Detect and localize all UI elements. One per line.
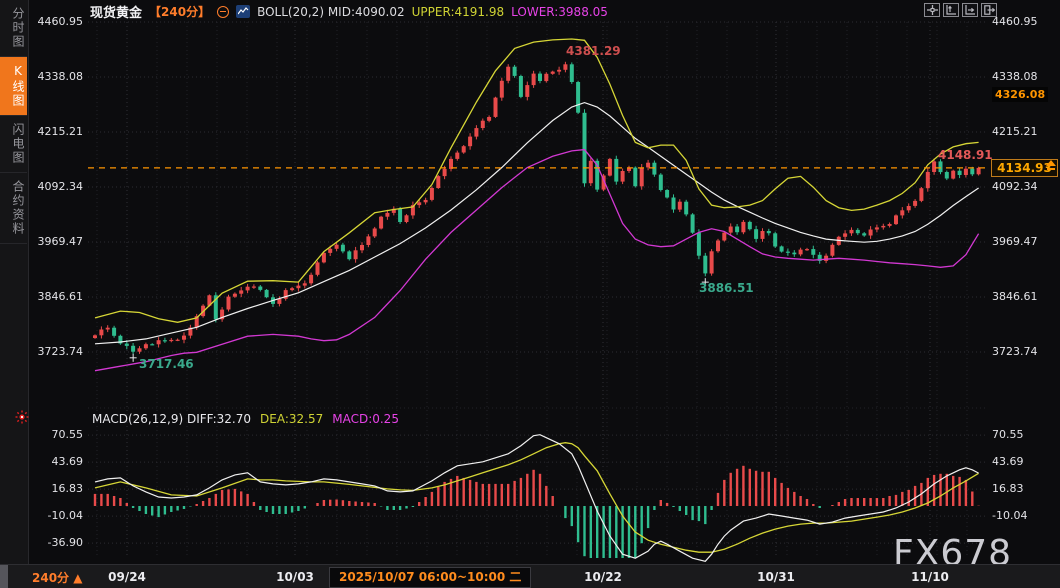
period-selector-button[interactable]: 240分 ▲ [32, 571, 83, 585]
price-axis-label-left: 3846.61 [37, 290, 84, 303]
price-axis-label-right: 3969.47 [992, 235, 1038, 248]
price-axis-label-left: 4092.34 [37, 180, 84, 193]
macd-axis-label-left: -36.90 [47, 536, 83, 550]
boll-mid-label: BOLL(20,2) MID:4090.02 [257, 4, 405, 19]
macd-diff-line [94, 434, 979, 562]
chart-toolbar [924, 3, 997, 17]
macd-histogram-layer [93, 465, 980, 558]
price-axis-label-left: 4338.08 [37, 70, 84, 83]
crosshair-icon[interactable] [924, 3, 940, 17]
price-axis-label-left: 4215.21 [37, 125, 84, 138]
sidebar-tab-flash[interactable]: 闪电图 [0, 116, 27, 173]
price-axis-label-right: 4092.34 [992, 180, 1038, 193]
macd-axis-label-left: -10.04 [47, 509, 83, 523]
date-axis-label: 10/03 [276, 570, 314, 584]
pan-right-icon[interactable] [981, 3, 997, 17]
circle-minus-icon[interactable] [217, 5, 230, 18]
macd-axis-label-right: -10.04 [992, 509, 1028, 523]
symbol-name: 现货黄金 [90, 6, 143, 21]
macd-axis-label-left: 16.83 [51, 482, 84, 496]
boll-lower-line [94, 148, 980, 372]
right-axis-extra-label: 4326.08 [992, 87, 1049, 102]
price-axis-label-right: 3846.61 [992, 290, 1038, 303]
time-axis-bar: 240分 ▲ 2025/10/07 06:00~10:00 二 09/24 10/… [0, 564, 1060, 588]
boll-lower-label: LOWER:3988.05 [511, 4, 608, 19]
price-annotation: 4381.29 [566, 44, 621, 58]
price-axis-label-left: 4460.95 [37, 14, 84, 28]
price-axis-label-right: 4215.21 [992, 125, 1038, 138]
boll-mid-line [94, 101, 979, 345]
date-axis-label: 09/24 [108, 570, 146, 584]
hover-time-tooltip: 2025/10/07 06:00~10:00 二 [329, 567, 532, 588]
sidebar-tab-timeline[interactable]: 分时图 [0, 0, 27, 57]
macd-diff-label: MACD(26,12,9) DIFF:32.70 [92, 412, 251, 426]
axis-zoom-out-icon[interactable] [962, 3, 978, 17]
alarm-icon[interactable] [15, 409, 29, 428]
candles-layer [93, 61, 981, 355]
macd-axis-label-right: 43.69 [992, 455, 1024, 469]
sidebar-tab-kline[interactable]: K线图 [0, 57, 27, 116]
latest-bar-marker-base [1047, 168, 1055, 170]
sidebar: 分时图 K线图 闪电图 合约资料 [0, 0, 29, 588]
price-annotation: 3717.46 [139, 357, 194, 371]
price-axis-label-left: 3969.47 [37, 235, 84, 248]
macd-axis-label-left: 70.55 [51, 428, 84, 442]
axis-zoom-in-icon[interactable] [943, 3, 959, 17]
macd-axis-label-left: 43.69 [51, 455, 84, 469]
macd-dea-label: DEA:32.57 [260, 412, 324, 426]
price-axis-label-right: 3723.74 [992, 345, 1038, 358]
price-annotation: 3886.51 [699, 281, 754, 295]
macd-header: MACD(26,12,9) DIFF:32.70 DEA:32.57 MACD:… [92, 412, 399, 426]
date-axis-label: 10/31 [757, 570, 795, 584]
price-axis-label-right: 4460.95 [992, 14, 1038, 28]
boll-upper-line [94, 38, 979, 323]
current-price-tag: 4134.93 [991, 159, 1058, 177]
boll-upper-label: UPPER:4191.98 [411, 4, 505, 19]
price-axis-label-left: 3723.74 [37, 345, 84, 358]
price-annotation: 4148.91 [938, 148, 993, 162]
period-label: 【240分】 [149, 5, 211, 19]
price-axis-label-right: 4338.08 [992, 70, 1038, 83]
date-axis-label: 10/22 [584, 570, 622, 584]
corner-stub [0, 565, 8, 588]
sidebar-tab-contract-info[interactable]: 合约资料 [0, 173, 27, 244]
candlestick-chart-icon[interactable] [236, 5, 251, 18]
macd-dea-line [94, 442, 979, 553]
macd-axis-label-right: 16.83 [992, 482, 1024, 496]
latest-bar-marker-icon[interactable] [1046, 160, 1056, 166]
chart-header: 现货黄金 【240分】 BOLL(20,2) MID:4090.02 UPPER… [90, 3, 608, 22]
macd-macd-label: MACD:0.25 [332, 412, 399, 426]
macd-axis-label-right: 70.55 [992, 428, 1024, 442]
date-axis-label: 11/10 [911, 570, 949, 584]
